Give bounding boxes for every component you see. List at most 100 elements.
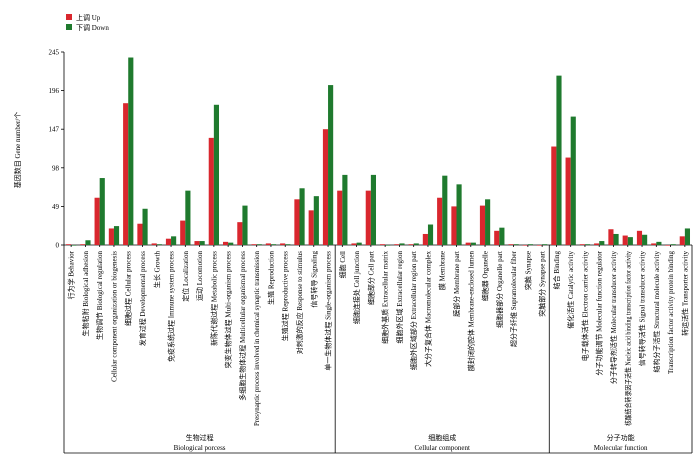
x-tick-label: 超分子纤维 Supramolecular fiber bbox=[509, 250, 518, 347]
bar bbox=[370, 174, 377, 245]
bar bbox=[137, 223, 143, 245]
bar bbox=[128, 57, 134, 246]
bar bbox=[599, 241, 605, 245]
bar bbox=[365, 190, 371, 245]
bar bbox=[579, 244, 585, 245]
legend-swatch bbox=[66, 14, 72, 20]
bar bbox=[513, 244, 519, 245]
x-tick-label: 多细胞生物体过程 Multicellular organismal proces… bbox=[238, 251, 247, 401]
bar bbox=[270, 244, 277, 245]
x-tick-label: 细胞连接处 Cell junction bbox=[352, 251, 361, 325]
bar bbox=[99, 178, 105, 245]
x-tick-label: 免疫系统过程 Immune system process bbox=[167, 251, 176, 362]
bar bbox=[256, 244, 262, 245]
bar bbox=[494, 230, 500, 245]
x-tick-label: 行为学 Behavior bbox=[67, 250, 76, 299]
bar bbox=[342, 174, 348, 245]
bar bbox=[199, 241, 205, 245]
bar bbox=[556, 75, 562, 245]
bar bbox=[413, 243, 419, 245]
bar bbox=[165, 238, 172, 245]
y-tick-label: 245 bbox=[49, 49, 60, 57]
x-tick-label: 对刺激的反应 Response to stimulus bbox=[295, 251, 304, 355]
bar bbox=[665, 245, 671, 246]
x-tick-label: 细胞外区域部分 Extracellular region part bbox=[409, 251, 418, 370]
bar bbox=[351, 243, 357, 245]
bar bbox=[551, 146, 557, 245]
x-tick-label: 分子转导剂活性 Molecular transducer activity bbox=[609, 251, 618, 385]
bar bbox=[470, 242, 476, 245]
bar bbox=[65, 244, 72, 245]
bar bbox=[451, 206, 457, 245]
x-tick-label: 细胞器部分 Organelle part bbox=[495, 251, 504, 328]
x-tick-label: 信号转导 Signaling bbox=[309, 251, 318, 308]
group-label: 生物过程 bbox=[186, 433, 214, 442]
bar bbox=[213, 104, 220, 245]
bar bbox=[465, 242, 471, 245]
y-tick-label: 196 bbox=[49, 87, 60, 95]
bar bbox=[527, 244, 534, 245]
x-tick-label: 膜封闭的腔体 Membrane-enclosed lumen bbox=[466, 251, 475, 372]
y-axis-label: 基因数目 Gene number/个 bbox=[13, 112, 22, 189]
bar bbox=[508, 244, 514, 245]
bar bbox=[71, 245, 77, 246]
bar bbox=[437, 197, 443, 245]
x-tick-label: 生物粘附 Biological adhesion bbox=[81, 251, 90, 337]
bar bbox=[399, 243, 405, 245]
bar bbox=[442, 175, 448, 245]
bar bbox=[394, 244, 400, 245]
bar bbox=[485, 199, 491, 245]
bar bbox=[94, 197, 100, 245]
x-tick-label: 细胞过程 Cellular process bbox=[124, 251, 133, 326]
bar bbox=[185, 190, 191, 245]
bar bbox=[265, 243, 271, 245]
x-tick-label: 生物调节 Biological regulation bbox=[95, 251, 104, 341]
x-tick-label: 突触 Synapse bbox=[523, 251, 532, 290]
x-tick-label: 运动 Locomotion bbox=[195, 251, 204, 301]
bar bbox=[499, 227, 505, 245]
x-tick-label: 定位 Localization bbox=[181, 251, 190, 302]
bar bbox=[656, 241, 662, 245]
x-tick-label: 膜部分 Membrane part bbox=[452, 251, 461, 317]
bar bbox=[651, 243, 657, 245]
bar bbox=[385, 245, 391, 246]
x-tick-label: 分子功能调节 Molecular function regulator bbox=[595, 250, 604, 375]
bar bbox=[208, 137, 214, 245]
bar bbox=[356, 242, 362, 245]
x-tick-label: 细胞部分 Cell part bbox=[366, 251, 375, 305]
bar bbox=[108, 228, 114, 245]
y-tick-label: 147 bbox=[49, 126, 60, 134]
bar bbox=[322, 129, 329, 245]
x-tick-label: 转运活性 Transporter activity bbox=[680, 251, 689, 336]
bar bbox=[584, 244, 591, 245]
y-tick-label: 98 bbox=[52, 164, 60, 172]
bar bbox=[123, 103, 129, 246]
legend-label: 上调 Up bbox=[76, 13, 101, 22]
bar bbox=[522, 245, 528, 246]
bar bbox=[536, 245, 543, 246]
legend-label: 下调 Down bbox=[76, 23, 109, 32]
bar bbox=[594, 243, 600, 245]
x-tick-label: 细胞器 Organelle bbox=[481, 251, 490, 301]
x-tick-label: 核酸结合转录因子活性 Nucleic acid binding transcri… bbox=[623, 251, 632, 426]
x-tick-label: 催化活性 Catalytic activity bbox=[566, 251, 575, 329]
bar bbox=[622, 235, 628, 245]
bar bbox=[222, 241, 229, 245]
bar bbox=[113, 226, 120, 245]
group-label-en: Cellular component bbox=[415, 444, 470, 452]
bar bbox=[280, 243, 286, 245]
bar bbox=[642, 234, 648, 245]
bar bbox=[679, 236, 685, 245]
bar bbox=[427, 224, 434, 245]
x-tick-label: 细胞 Cell bbox=[338, 251, 347, 278]
x-tick-label: 突触部分 Synapse part bbox=[538, 251, 547, 317]
bar bbox=[151, 243, 157, 245]
bar bbox=[670, 244, 676, 245]
bar bbox=[194, 241, 200, 245]
y-tick-label: 49 bbox=[52, 203, 60, 211]
bar bbox=[180, 220, 186, 245]
x-tick-label: 生长 Growth bbox=[152, 251, 161, 289]
bar bbox=[308, 210, 314, 245]
x-tick-label: 单一生物体过程 Single-organism process bbox=[324, 251, 333, 371]
bar bbox=[313, 196, 319, 245]
